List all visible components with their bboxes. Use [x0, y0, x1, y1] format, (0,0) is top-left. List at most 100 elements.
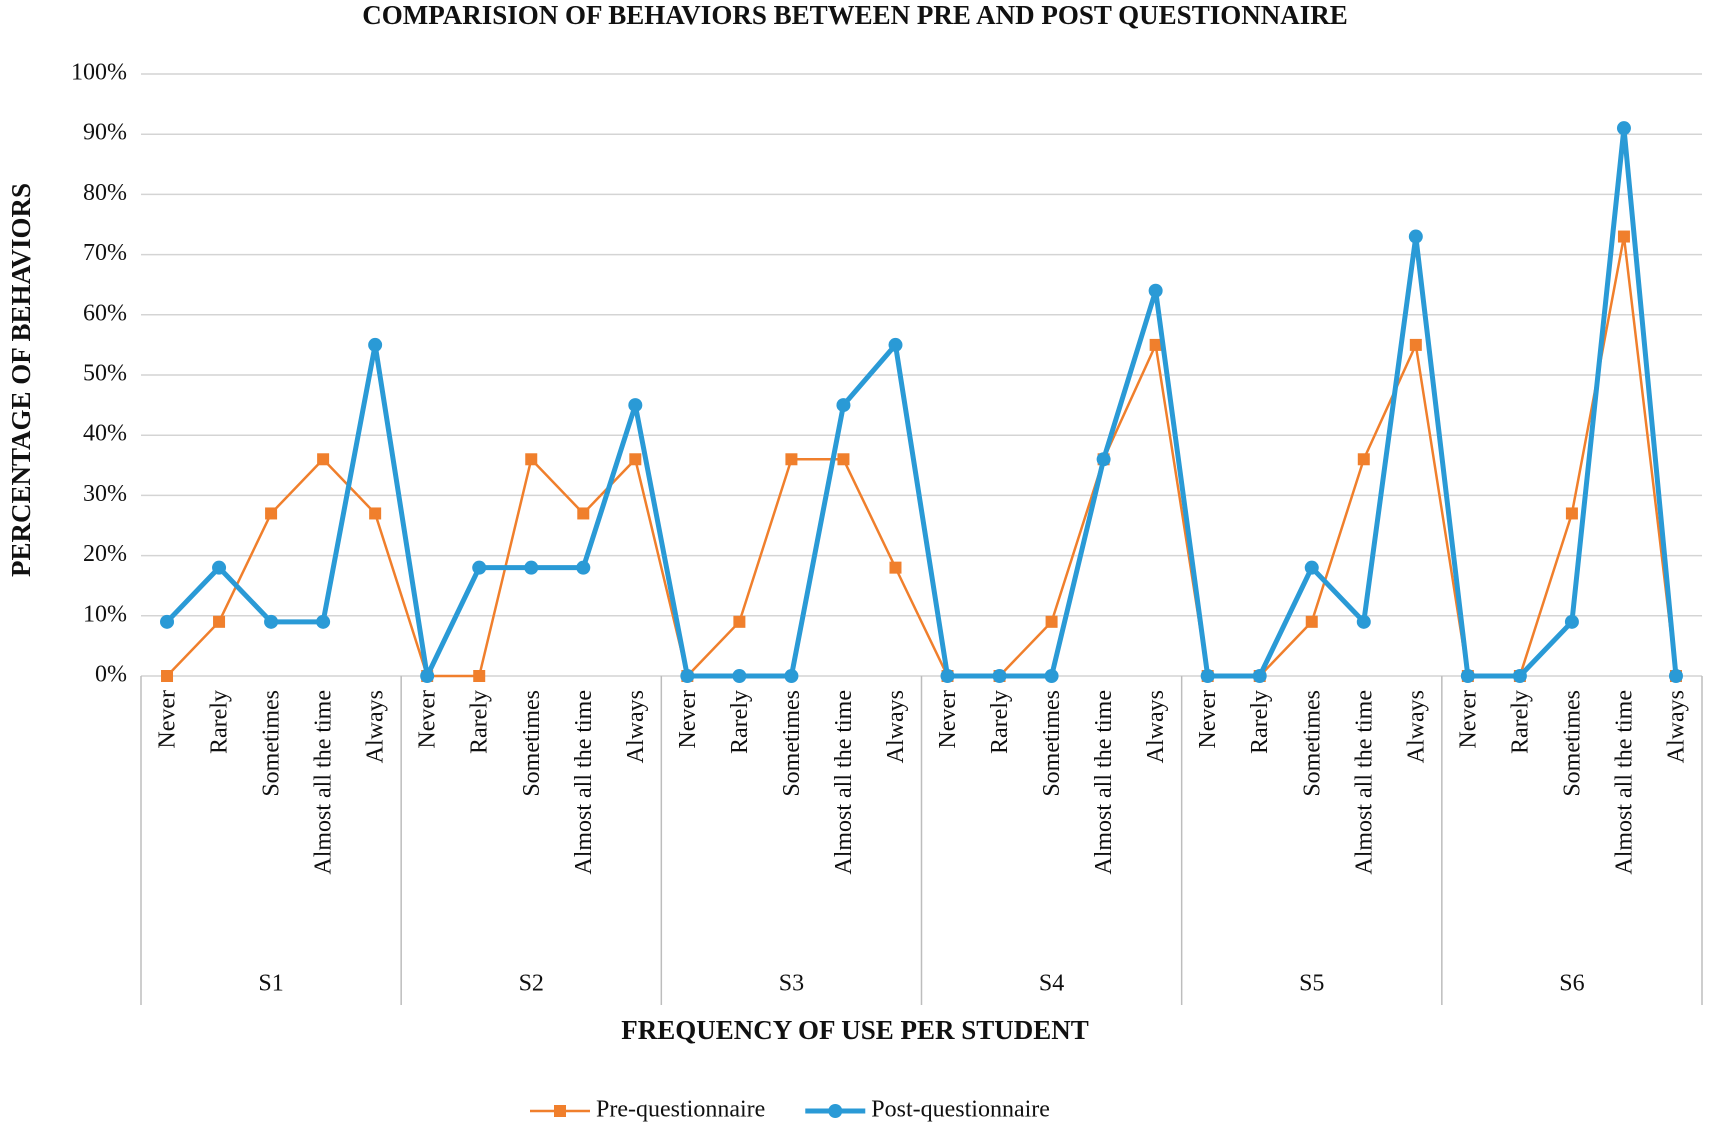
series-line [165, 125, 1679, 679]
group-label: S2 [519, 971, 544, 997]
marker [1148, 283, 1163, 298]
marker [1616, 121, 1631, 136]
marker [628, 398, 643, 413]
marker [577, 507, 590, 520]
x-tick-label: Always [623, 690, 649, 763]
marker [1564, 614, 1579, 629]
marker [161, 670, 174, 682]
y-tick-label: 100% [71, 60, 127, 86]
x-axis-title: FREQUENCY OF USE PER STUDENT [621, 1015, 1089, 1045]
group-label: S5 [1299, 971, 1324, 997]
marker [836, 398, 851, 413]
marker [1096, 452, 1111, 467]
x-tick-label: Sometimes [259, 690, 285, 797]
marker [1460, 669, 1475, 683]
group-label: S3 [779, 971, 804, 997]
y-tick-label: 70% [83, 240, 127, 266]
marker [473, 670, 486, 682]
marker [732, 669, 747, 683]
y-tick-label: 80% [83, 180, 127, 206]
y-tick-label: 10% [83, 601, 127, 627]
marker [733, 615, 746, 628]
marker [264, 614, 279, 629]
x-tick-label: Always [1663, 690, 1689, 763]
series-line [166, 235, 1678, 678]
marker [1045, 615, 1058, 628]
marker [317, 453, 330, 466]
marker [213, 615, 226, 628]
x-tick-label: Never [155, 690, 181, 749]
marker [1408, 229, 1423, 244]
group-label: S1 [258, 971, 283, 997]
marker [1356, 614, 1371, 629]
y-tick-label: 60% [83, 300, 127, 326]
x-tick-label: Sometimes [519, 690, 545, 797]
marker [316, 614, 331, 629]
chart-title: COMPARISION OF BEHAVIORS BETWEEN PRE AND… [362, 0, 1347, 30]
marker [1252, 669, 1267, 683]
legend-marker [828, 1104, 843, 1118]
marker [212, 560, 227, 575]
marker [784, 669, 799, 683]
x-tick-label: Almost all the time [1611, 690, 1637, 875]
marker [888, 337, 903, 352]
marker [1617, 230, 1630, 243]
marker [940, 669, 955, 683]
marker [160, 614, 175, 629]
y-tick-label: 90% [83, 120, 127, 146]
marker [524, 560, 539, 575]
x-tick-label: Almost all the time [1091, 690, 1117, 875]
x-tick-label: Always [1403, 690, 1429, 763]
x-tick-label: Rarely [1507, 690, 1533, 754]
marker [1357, 453, 1370, 466]
marker [472, 560, 487, 575]
legend-label: Pre-questionnaire [596, 1097, 765, 1123]
x-tick-label: Sometimes [779, 690, 805, 797]
marker [525, 453, 538, 466]
x-tick-label: Always [883, 690, 909, 763]
marker [576, 560, 591, 575]
marker [680, 669, 695, 683]
marker [1565, 507, 1578, 520]
x-tick-label: Almost all the time [311, 690, 337, 875]
marker [1149, 338, 1162, 351]
marker [837, 453, 850, 466]
marker [1305, 615, 1318, 628]
y-tick-label: 20% [83, 541, 127, 567]
marker [785, 453, 798, 466]
y-tick-label: 40% [83, 421, 127, 447]
marker [889, 561, 902, 574]
marker [368, 337, 383, 352]
marker [1304, 560, 1319, 575]
legend-label: Post-questionnaire [871, 1097, 1050, 1123]
x-tick-label: Sometimes [1039, 690, 1065, 797]
marker [265, 507, 278, 520]
x-tick-label: Always [1143, 690, 1169, 763]
group-label: S6 [1559, 971, 1584, 997]
x-tick-label: Never [935, 690, 961, 749]
x-tick-label: Sometimes [1559, 690, 1585, 797]
marker [992, 669, 1007, 683]
legend-marker [554, 1105, 566, 1117]
x-tick-label: Never [675, 690, 701, 749]
marker [629, 453, 642, 466]
y-axis-title: PERCENTAGE OF BEHAVIORS [6, 183, 36, 577]
x-tick-label: Rarely [1247, 690, 1273, 754]
x-tick-label: Rarely [207, 690, 233, 754]
y-tick-label: 30% [83, 481, 127, 507]
x-tick-label: Never [1455, 690, 1481, 749]
x-tick-label: Almost all the time [831, 690, 857, 875]
x-tick-label: Never [1195, 690, 1221, 749]
x-tick-label: Never [415, 690, 441, 749]
marker [420, 669, 435, 683]
x-tick-label: Rarely [987, 690, 1013, 754]
x-tick-label: Almost all the time [571, 690, 597, 875]
x-tick-label: Sometimes [1299, 690, 1325, 797]
marker [1512, 669, 1527, 683]
marker [369, 507, 382, 520]
x-tick-label: Rarely [467, 690, 493, 754]
marker [1668, 669, 1683, 683]
x-tick-label: Always [363, 690, 389, 763]
group-label: S4 [1039, 971, 1064, 997]
